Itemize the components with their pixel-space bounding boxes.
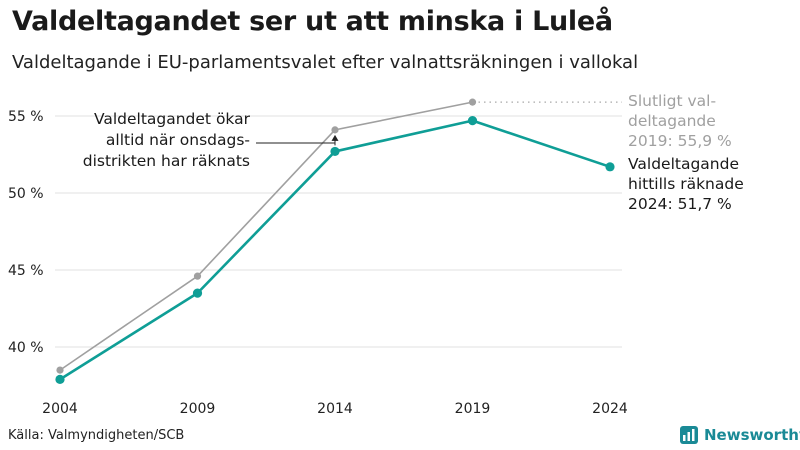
brand-name: Newsworthy [704, 426, 800, 444]
series-line-final [59, 101, 473, 371]
x-tick-label: 2004 [42, 401, 78, 417]
chart-title: Valdeltagandet ser ut att minska i Luleå [12, 6, 613, 37]
data-point-counted [467, 116, 478, 126]
annotation-text: Valdeltagandet ökar alltid när onsdags-di… [83, 110, 251, 170]
x-tick-label: 2014 [317, 401, 353, 417]
data-point-final [468, 98, 477, 106]
series-label-final: Slutligt val-deltagande 2019: 55,9 % [628, 92, 732, 150]
data-point-counted [55, 374, 65, 384]
data-point-counted [192, 288, 203, 298]
annotation-arrowhead [331, 134, 339, 141]
x-tick-label: 2024 [592, 401, 628, 417]
y-tick-label: 55 % [8, 109, 44, 125]
x-tick-label: 2019 [455, 401, 491, 417]
data-point-final [193, 272, 202, 280]
newsworthy-logo-icon [680, 426, 698, 444]
data-point-final [56, 366, 64, 374]
x-tick-label: 2009 [180, 401, 216, 417]
brand-logo: Newsworthy [680, 426, 800, 444]
y-tick-label: 40 % [8, 340, 44, 356]
chart-subtitle: Valdeltagande i EU-parlamentsvalet efter… [12, 52, 639, 73]
series-label-counted: Valdeltagande hittills räknade 2024: 51,7 … [628, 155, 744, 213]
data-point-final [331, 126, 339, 134]
y-tick-label: 50 % [8, 186, 44, 202]
source-note: Källa: Valmyndigheten/SCB [8, 428, 185, 443]
data-point-counted [605, 162, 615, 172]
data-point-counted [330, 146, 340, 157]
y-tick-label: 45 % [8, 263, 44, 279]
